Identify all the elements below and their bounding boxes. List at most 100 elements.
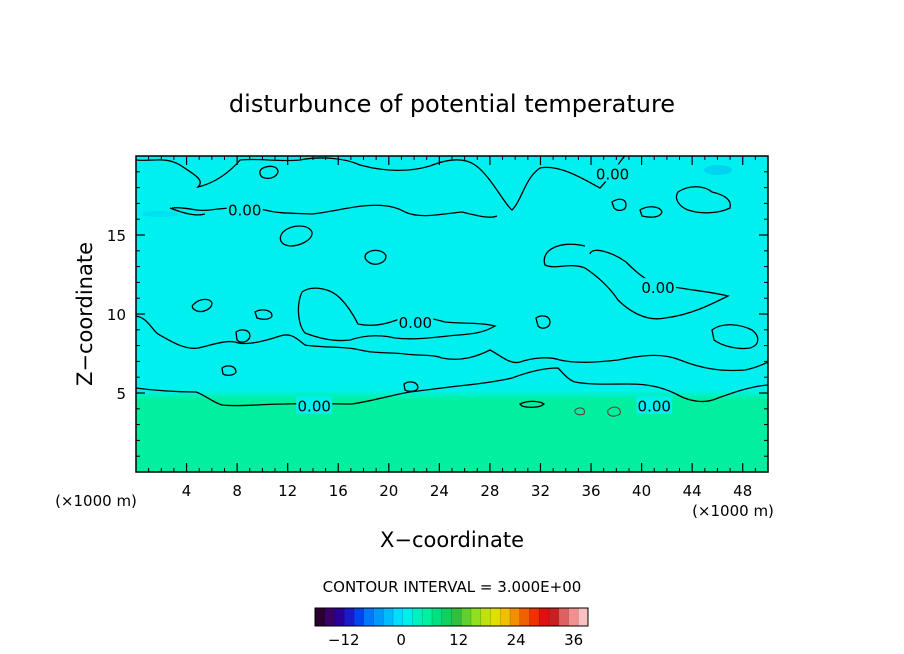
contour-label-bg [594, 164, 631, 182]
contour-label: 0.00 [596, 165, 629, 183]
x-tick-label: 48 [733, 482, 752, 500]
contour-line [639, 206, 663, 218]
contour-line [535, 315, 551, 329]
colorbar-swatch [519, 608, 530, 626]
x-tick-label: 24 [430, 482, 449, 500]
colorbar-swatch [510, 608, 521, 626]
cool-spot-top-right [704, 165, 732, 175]
y-tick-label: 15 [107, 227, 126, 245]
contour-line [279, 225, 313, 247]
contour-line [403, 381, 419, 392]
contour-label-bg [296, 396, 333, 414]
contour-line [543, 243, 730, 320]
colorbar-swatch [578, 608, 589, 626]
x-unit-right: (×1000 m) [692, 502, 774, 520]
contour-line [297, 287, 497, 342]
colorbar-swatch [324, 608, 335, 626]
colorbar-swatch [344, 608, 355, 626]
x-unit-left: (×1000 m) [55, 492, 137, 510]
x-tick-label: 20 [379, 482, 398, 500]
chart-title: disturbunce of potential temperature [229, 90, 675, 118]
colorbar-swatch [549, 608, 560, 626]
contour-label: 0.00 [298, 398, 331, 416]
contour-label-group: 0.00 0.00 0.00 0.00 0.00 0.00 [226, 164, 677, 416]
colorbar-tick-label: 12 [449, 631, 468, 649]
colorbar-swatch [500, 608, 511, 626]
x-tick-label: 36 [581, 482, 600, 500]
colorbar-swatch [471, 608, 482, 626]
contour-label-bg [226, 200, 263, 218]
contour-line [675, 186, 731, 214]
contour-line [169, 207, 206, 216]
colorbar-frame [314, 607, 589, 627]
x-tick-label: 28 [480, 482, 499, 500]
y-tick-label: 5 [116, 385, 126, 403]
cool-spot-upper-left [142, 211, 178, 217]
colorbar-swatch [393, 608, 404, 626]
x-tick-label: 40 [632, 482, 651, 500]
contour-label-bg [636, 396, 673, 414]
contour-line [574, 407, 585, 416]
contour-line [364, 249, 387, 265]
contour-line [191, 298, 213, 313]
colorbar-tick-label: 36 [564, 631, 583, 649]
contour-interval-label: CONTOUR INTERVAL = 3.000E+00 [323, 578, 582, 596]
contour-label: 0.00 [399, 314, 432, 332]
colorbar-swatch [441, 608, 452, 626]
contour-label-bg [397, 312, 434, 330]
contour-line [611, 198, 627, 212]
y-axis-label: Z−coordinate [73, 242, 97, 386]
colorbar-swatch [451, 608, 462, 626]
contour-line [136, 156, 626, 211]
contour-line [607, 406, 621, 417]
contour-line [518, 400, 545, 408]
contour-label-bg [640, 278, 677, 296]
contour-label: 0.00 [638, 398, 671, 416]
colorbar-tick-label: 0 [396, 631, 406, 649]
contour-line [221, 365, 237, 376]
colorbar-swatch [539, 608, 550, 626]
y-tick-label: 10 [107, 306, 126, 324]
contour-line [235, 329, 251, 343]
colorbar-tick-label: 24 [507, 631, 526, 649]
colorbar-swatch [432, 608, 443, 626]
colorbar-swatch [568, 608, 579, 626]
colorbar-swatch [412, 608, 423, 626]
colorbar-swatch [480, 608, 491, 626]
colorbar-swatch [373, 608, 384, 626]
contour-line [171, 204, 498, 218]
colorbar-swatch [402, 608, 413, 626]
colorbar-swatch [490, 608, 501, 626]
x-tick-label: 16 [329, 482, 348, 500]
colorbar-swatch [383, 608, 394, 626]
x-tick-label: 44 [683, 482, 702, 500]
colorbar-swatch [558, 608, 569, 626]
colorbar-swatch [354, 608, 365, 626]
contour-line [136, 367, 768, 407]
heatmap-patches [142, 165, 732, 217]
colorbar-swatch [529, 608, 540, 626]
contour-line [259, 165, 279, 179]
warm-contours [574, 406, 621, 417]
contour-label: 0.00 [641, 279, 674, 297]
colorbar-swatch [315, 608, 326, 626]
x-tick-label: 4 [182, 482, 192, 500]
colorbar-swatch [363, 608, 374, 626]
contour-lines [136, 156, 768, 408]
colorbar-swatch [334, 608, 345, 626]
plot-area: 0.000.000.000.000.00 0.00 4 8 12 16 20 24 28 32 3… [107, 155, 769, 500]
colorbar-tick-label: −12 [328, 631, 360, 649]
x-tick-label: 12 [278, 482, 297, 500]
colorbar-swatch [422, 608, 433, 626]
colorbar: −12 0 12 24 36 [314, 607, 589, 649]
x-tick-label: 32 [531, 482, 550, 500]
contour-line [711, 324, 759, 350]
contour-line [254, 309, 273, 320]
contour-line [136, 315, 768, 372]
colorbar-swatch [461, 608, 472, 626]
contour-label: 0.00 [228, 202, 261, 220]
x-axis-label: X−coordinate [380, 528, 524, 552]
x-tick-label: 8 [232, 482, 242, 500]
